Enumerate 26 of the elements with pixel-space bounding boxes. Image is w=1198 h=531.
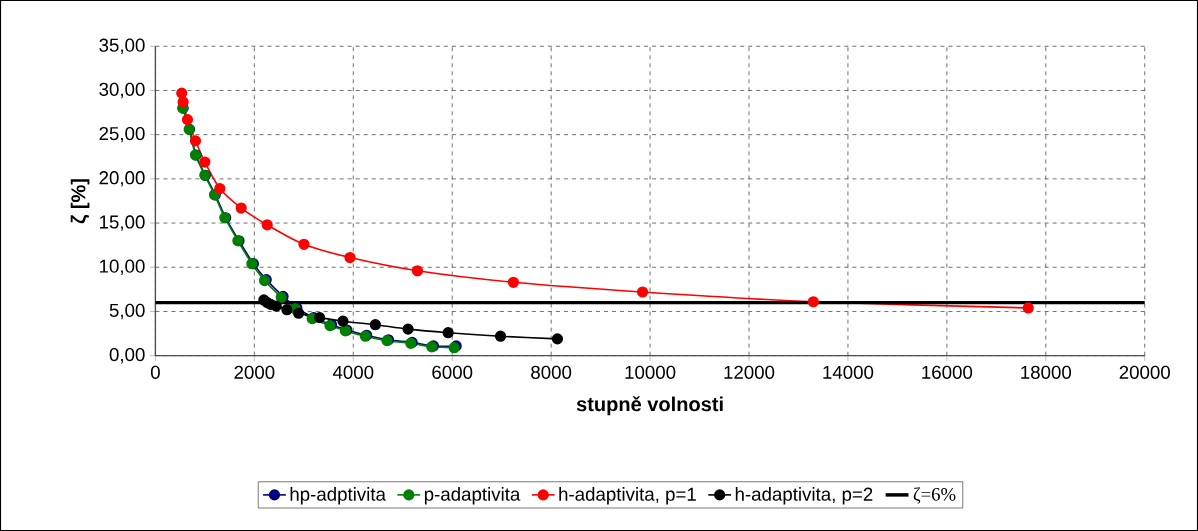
y-tick-label: 15,00: [100, 215, 145, 231]
legend-label: h-adaptivita, p=1: [559, 487, 696, 505]
y-tick-label: 0,00: [109, 347, 145, 364]
x-tick-label: 14000: [823, 365, 874, 379]
y-tick-label: 10,00: [100, 259, 145, 275]
x-tick-label: 8000: [531, 365, 572, 379]
x-tick-label: 6000: [432, 365, 473, 379]
x-tick-label: 20000: [1119, 365, 1170, 379]
x-tick-label: 2000: [234, 365, 275, 379]
y-axis-title: ζ [%]: [70, 179, 90, 224]
x-axis-title: stupně volnosti: [576, 396, 723, 416]
legend-label: p-adaptivita: [424, 487, 521, 505]
y-tick-label: 35,00: [99, 38, 145, 54]
x-tick-label: 18000: [1021, 365, 1072, 379]
y-tick-label: 25,00: [99, 126, 145, 143]
y-tick-label: 30,00: [99, 82, 145, 99]
x-tick-label: 10000: [625, 365, 676, 379]
legend-label: hp-adptivita: [290, 487, 386, 505]
legend-label: ζ=6%: [913, 487, 956, 504]
y-tick-label: 5,00: [109, 303, 145, 320]
legend-label: h-adaptivita, p=2: [735, 487, 873, 505]
x-tick-label: 4000: [332, 365, 374, 379]
x-tick-label: 0: [150, 365, 160, 379]
y-tick-label: 20,00: [99, 171, 145, 187]
x-tick-label: 16000: [922, 365, 973, 379]
x-tick-label: 12000: [724, 365, 775, 379]
